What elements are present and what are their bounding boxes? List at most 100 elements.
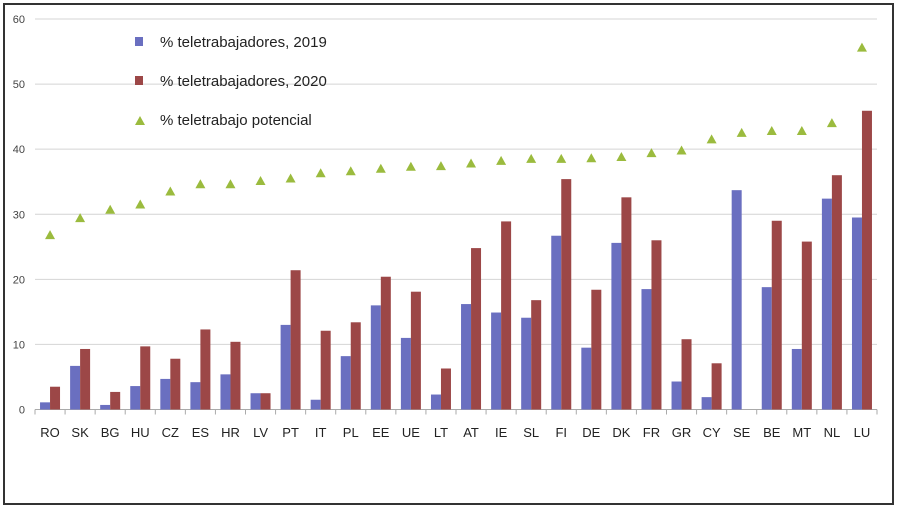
x-tick-label: GR <box>672 425 692 440</box>
bar-2020 <box>471 248 482 410</box>
potential-marker <box>766 125 777 135</box>
bar-2019 <box>551 235 562 410</box>
legend-label: % teletrabajadores, 2020 <box>160 73 327 90</box>
x-tick-label: BE <box>763 425 781 440</box>
bar-2019 <box>100 404 111 410</box>
bar-2019 <box>761 287 772 410</box>
bar-2019 <box>461 304 472 410</box>
x-tick-label: ES <box>192 425 210 440</box>
y-tick-label: 40 <box>13 144 25 156</box>
bar-2020 <box>50 386 61 410</box>
bar-2019 <box>370 305 381 410</box>
potential-marker <box>556 153 567 163</box>
x-tick-label: MT <box>792 425 811 440</box>
bar-2019 <box>430 394 441 410</box>
y-tick-label: 30 <box>13 209 25 221</box>
x-tick-label: SK <box>71 425 89 440</box>
potential-marker <box>826 118 837 128</box>
bar-2019 <box>671 381 682 410</box>
bar-2020 <box>711 363 722 410</box>
x-tick-label: HR <box>221 425 240 440</box>
potential-marker <box>195 179 206 189</box>
potential-marker <box>165 186 176 196</box>
bar-2020 <box>440 368 451 410</box>
legend-marker <box>135 116 145 125</box>
x-tick-label: LT <box>434 425 448 440</box>
bar-2019 <box>310 399 321 410</box>
potential-marker <box>345 166 356 176</box>
bar-2020 <box>110 391 121 410</box>
x-tick-label: EE <box>372 425 390 440</box>
potential-marker <box>706 134 717 144</box>
bar-2020 <box>380 276 391 410</box>
bar-2019 <box>851 217 862 410</box>
bar-2019 <box>340 356 351 410</box>
bar-2020 <box>80 348 91 410</box>
x-tick-label: UE <box>402 425 420 440</box>
bar-2019 <box>250 393 261 410</box>
x-tick-label: SL <box>523 425 539 440</box>
potential-marker <box>225 179 236 189</box>
legend-swatch-0 <box>135 37 143 46</box>
bar-2019 <box>581 347 592 410</box>
bar-2019 <box>160 378 171 410</box>
potential-marker <box>285 173 296 183</box>
bar-2019 <box>190 382 201 410</box>
potential-marker <box>736 127 747 137</box>
x-tick-label: RO <box>40 425 60 440</box>
potential-marker <box>586 153 597 163</box>
x-tick-label: SE <box>733 425 751 440</box>
bar-2020 <box>350 322 361 410</box>
bar-2020 <box>771 220 782 410</box>
bar-2019 <box>521 317 532 410</box>
bar-2019 <box>791 348 802 410</box>
bar-2019 <box>641 289 652 410</box>
bar-2019 <box>280 324 291 410</box>
y-tick-label: 0 <box>19 405 25 417</box>
potential-marker <box>75 213 86 223</box>
bar-2019 <box>701 397 712 410</box>
bar-2020 <box>531 300 542 410</box>
x-tick-label: PL <box>343 425 359 440</box>
bar-2020 <box>200 329 211 410</box>
potential-marker <box>526 153 537 163</box>
potential-marker <box>646 148 657 158</box>
bar-2020 <box>170 358 181 410</box>
potential-marker <box>435 161 446 171</box>
x-tick-label: FI <box>555 425 567 440</box>
potential-marker <box>135 199 146 209</box>
legend-swatch-1 <box>135 76 143 85</box>
potential-marker <box>676 145 687 155</box>
x-tick-label: IT <box>315 425 327 440</box>
potential-marker <box>105 204 116 214</box>
bar-2019 <box>731 190 742 410</box>
potential-marker <box>856 42 867 52</box>
bar-2020 <box>591 289 602 410</box>
y-tick-label: 60 <box>13 14 25 26</box>
potential-marker <box>255 176 266 186</box>
potential-marker <box>315 168 326 178</box>
bar-2019 <box>611 242 622 410</box>
x-tick-label: CZ <box>162 425 179 440</box>
x-tick-label: DK <box>612 425 630 440</box>
legend-label: % teletrabajo potencial <box>160 112 312 129</box>
bar-2020 <box>621 197 632 410</box>
bar-2020 <box>140 346 151 410</box>
x-tick-label: LV <box>253 425 268 440</box>
bar-2020 <box>290 270 301 410</box>
potential-marker <box>616 151 627 161</box>
bar-2020 <box>230 341 241 410</box>
bar-2020 <box>320 330 331 410</box>
chart-frame <box>3 3 894 505</box>
x-tick-label: HU <box>131 425 150 440</box>
potential-marker <box>45 230 56 240</box>
y-tick-label: 10 <box>13 339 25 351</box>
bar-2019 <box>220 374 231 410</box>
bar-2019 <box>70 365 81 410</box>
bar-2020 <box>801 241 812 410</box>
x-tick-label: CY <box>703 425 721 440</box>
bar-2019 <box>491 312 502 410</box>
bar-2020 <box>861 110 872 410</box>
bar-2020 <box>501 221 512 410</box>
